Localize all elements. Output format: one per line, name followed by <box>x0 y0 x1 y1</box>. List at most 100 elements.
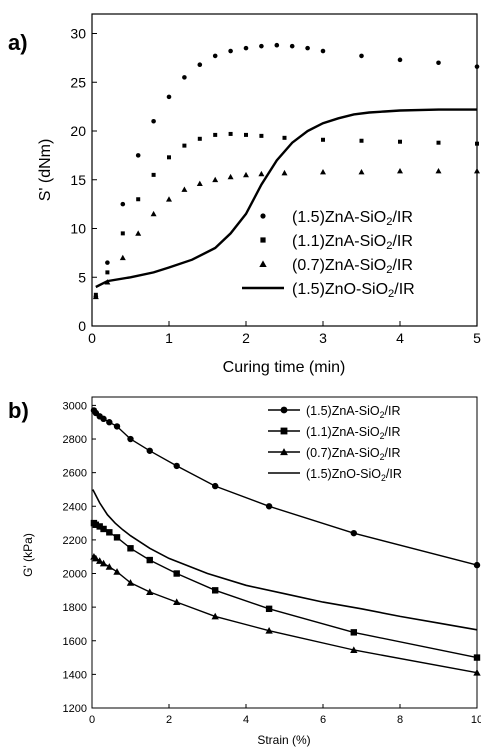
plot-area-b <box>90 407 481 676</box>
y-axis-title-b: G' (kPa) <box>21 533 35 577</box>
legend-label-b-3: (1.5)ZnO-SiO2/IR <box>306 467 402 483</box>
data-point-b <box>113 534 121 541</box>
y-tick-label-b: 1400 <box>63 669 87 681</box>
legend-label-a-1: (1.1)ZnA-SiO2/IR <box>292 233 413 252</box>
series-b-0 <box>90 407 481 569</box>
data-point-a <box>120 231 125 236</box>
series-b-3 <box>92 489 478 631</box>
data-point-a <box>151 172 156 177</box>
series-a-3 <box>95 108 477 289</box>
data-point-a <box>105 270 110 275</box>
x-tick-label-a: 0 <box>88 330 96 346</box>
axis-ticks-b: 0 2 4 6 8 10 1200 1400 1600 1800 2000 2200 2400 2600 2… <box>63 400 481 726</box>
plot-area-a <box>92 42 480 300</box>
data-point-a <box>151 118 156 124</box>
x-tick-label-b: 0 <box>89 714 95 726</box>
series-b-1 <box>90 519 481 661</box>
legend-entry-b-0: (1.5)ZnA-SiO2/IR <box>268 404 401 420</box>
data-point-b <box>211 612 219 620</box>
data-point-a <box>397 167 403 174</box>
data-point-a <box>119 254 126 261</box>
data-point-b <box>113 423 121 430</box>
x-tick-label-b: 10 <box>471 714 481 726</box>
x-axis-title-b: Strain (%) <box>257 733 310 747</box>
data-point-a <box>274 42 280 48</box>
legend-marker <box>260 237 266 243</box>
legend-entry-a-1: (1.1)ZnA-SiO2/IR <box>260 233 413 252</box>
data-point-a <box>135 230 142 236</box>
data-point-a <box>475 141 479 146</box>
legend-label-b-3-part: (1.5)ZnO-SiO <box>306 467 381 481</box>
data-point-a <box>212 53 218 59</box>
data-point-b <box>100 525 107 533</box>
data-point-b <box>96 557 104 564</box>
data-point-a <box>243 171 249 178</box>
legend-b: (1.5)ZnA-SiO2/IR(1.1)ZnA-SiO2/IR(0.7)ZnA… <box>268 404 402 483</box>
legend-label-a-0-suffix: /IR <box>392 209 412 226</box>
data-point-b <box>106 529 113 536</box>
data-point-b <box>350 629 357 636</box>
data-point-b <box>473 669 481 676</box>
y-axis-title-a: S' (dNm) <box>37 139 54 202</box>
x-tick-label-b: 4 <box>243 714 249 726</box>
axis-ticks-a: 0 1 2 3 4 5 0 5 10 15 20 25 30 <box>70 26 481 347</box>
legend-label-b-3-suffix: /IR <box>386 467 402 481</box>
data-point-b <box>127 435 134 443</box>
data-point-b <box>473 654 481 661</box>
data-point-b <box>173 598 181 606</box>
data-point-a <box>150 210 157 217</box>
legend-label-b-3-subscript: 2 <box>381 473 386 483</box>
data-point-a <box>181 186 188 192</box>
data-point-b <box>113 568 121 575</box>
legend-label-b-0: (1.5)ZnA-SiO2/IR <box>306 404 401 420</box>
data-point-a <box>321 137 325 142</box>
data-point-a <box>212 176 219 183</box>
legend-label-a-0-subscript: 2 <box>386 216 392 228</box>
series-line-b-2 <box>93 556 478 674</box>
y-tick-label-b: 2600 <box>63 468 87 480</box>
y-tick-label-b: 1600 <box>63 636 87 648</box>
data-point-b <box>173 462 180 470</box>
legend-marker <box>280 448 288 456</box>
legend-label-b-1: (1.1)ZnA-SiO2/IR <box>306 425 401 441</box>
legend-label-b-1-subscript: 2 <box>380 431 385 441</box>
data-point-a <box>167 155 171 160</box>
legend-label-a-3-suffix: /IR <box>394 281 414 298</box>
data-point-b <box>350 646 358 653</box>
series-line-a-3 <box>95 108 477 289</box>
data-point-a <box>474 64 480 69</box>
legend-label-b-0-suffix: /IR <box>385 404 401 418</box>
y-tick-label-b: 1200 <box>63 703 87 715</box>
data-point-b <box>100 415 107 423</box>
legend-marker <box>280 427 288 435</box>
panel-label-a: a) <box>8 30 28 55</box>
data-point-b <box>127 545 134 552</box>
data-point-a <box>213 132 218 137</box>
data-point-a <box>228 131 233 136</box>
x-tick-label-a: 4 <box>396 330 404 346</box>
legend-label-a-2-suffix: /IR <box>392 257 412 274</box>
legend-label-a-1-subscript: 2 <box>386 240 392 252</box>
data-point-a <box>281 169 288 176</box>
x-axis-title-a: Curing time (min) <box>223 359 346 376</box>
data-point-b <box>146 447 153 454</box>
legend-a: (1.5)ZnA-SiO2/IR (1.1)ZnA-SiO2/IR (0.7)ZnA… <box>242 209 415 300</box>
legend-label-a-3-subscript: 2 <box>388 288 394 300</box>
data-point-a <box>435 167 442 174</box>
data-point-b <box>473 561 481 569</box>
data-point-b <box>173 570 180 577</box>
legend-entry-b-1: (1.1)ZnA-SiO2/IR <box>268 425 401 441</box>
y-tick-label-a: 30 <box>70 26 86 42</box>
data-point-b <box>146 588 154 595</box>
data-point-a <box>227 173 234 180</box>
legend-label-b-1-part: (1.1)ZnA-SiO <box>306 425 380 439</box>
legend-label-b-2-part: (0.7)ZnA-SiO <box>306 446 380 460</box>
data-point-b <box>96 523 103 530</box>
legend-entry-a-0: (1.5)ZnA-SiO2/IR <box>260 209 413 228</box>
data-point-b <box>106 419 113 426</box>
legend-label-a-2-part: (0.7)ZnA-SiO <box>292 257 386 274</box>
y-tick-label-a: 10 <box>70 221 86 237</box>
data-point-a <box>182 143 187 148</box>
data-point-a <box>358 168 365 175</box>
data-point-a <box>197 136 202 141</box>
